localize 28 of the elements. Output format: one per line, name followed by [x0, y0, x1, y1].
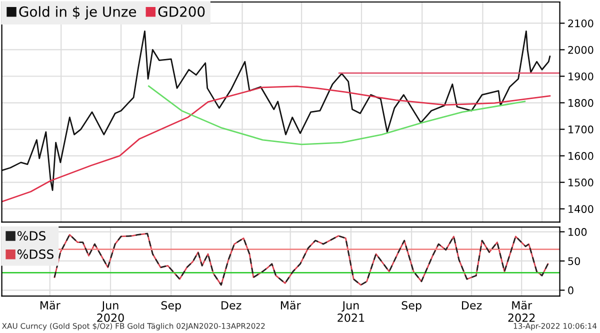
y-tick-label: 1400: [568, 205, 594, 213]
y-tick-label: 1900: [568, 72, 594, 80]
x-tick-label: Mär: [280, 300, 301, 310]
legend-label: %DSS: [17, 249, 54, 259]
x-tick-label: Sep: [161, 301, 181, 312]
legend-label: %DS: [17, 231, 46, 241]
x-tick-label: Sep: [402, 301, 422, 312]
y-tick-label: 50: [568, 257, 580, 266]
line-series: [148, 85, 526, 146]
y-tick-label: 1500: [568, 178, 594, 186]
line-series: [54, 232, 549, 286]
x-tick-label: Jun 2021: [338, 301, 364, 322]
x-tick-label: Jun 2020: [97, 301, 124, 322]
y-tick-label: 2100: [568, 19, 594, 28]
x-tick-label: Mär 2022: [508, 300, 535, 322]
legend-label: GD200: [158, 6, 205, 17]
legend-label: Gold in $ je Unze: [19, 6, 136, 20]
x-tick-label: Mär: [40, 300, 60, 310]
x-tick-label: Dez: [462, 301, 482, 310]
y-tick-label: 1600: [568, 152, 594, 160]
x-tick-label: Dez: [222, 301, 242, 310]
line-series: [2, 86, 551, 202]
y-tick-label: 100: [568, 228, 587, 236]
y-tick-label: 1800: [568, 99, 594, 107]
y-tick-label: 2000: [568, 46, 594, 54]
y-tick-label: 0: [568, 286, 574, 294]
y-tick-label: 1700: [568, 126, 594, 134]
line-series: [2, 30, 551, 191]
